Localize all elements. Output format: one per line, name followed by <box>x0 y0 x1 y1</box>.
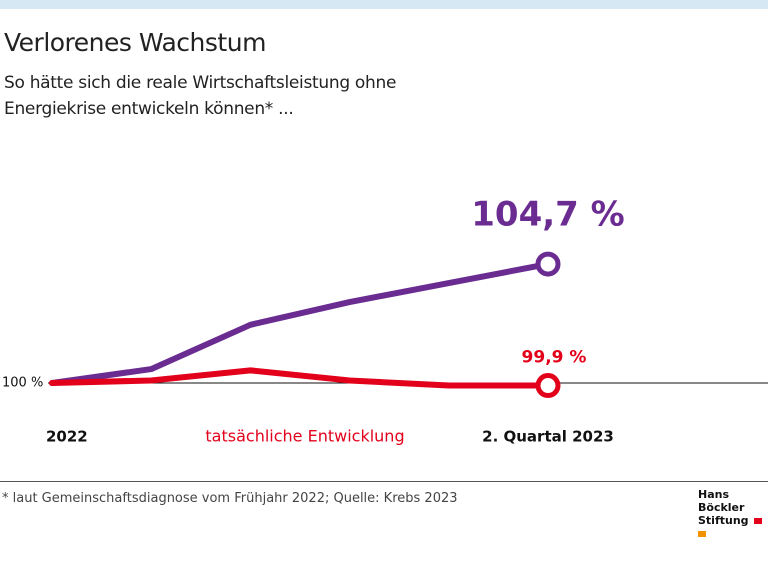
line <box>49 367 551 389</box>
logo-line: Stiftung <box>698 514 749 527</box>
logo-line: Stiftung <box>698 514 768 540</box>
x-tick-label: 2022 <box>46 428 88 446</box>
logo-block <box>698 531 706 537</box>
x-tick-label: 2. Quartal 2023 <box>482 428 614 446</box>
logo: Hans Böckler Stiftung <box>698 488 768 540</box>
top-bar <box>0 0 768 9</box>
logo-block <box>754 518 763 524</box>
footnote: * laut Gemeinschaftsdiagnose vom Frühjah… <box>2 491 458 506</box>
logo-line: Hans Böckler <box>698 488 745 514</box>
value-label: 99,9 % <box>522 348 587 368</box>
end-marker <box>535 373 561 399</box>
chart-subtitle: So hätte sich die reale Wirtschaftsleist… <box>4 73 397 119</box>
line <box>49 261 551 386</box>
y-tick-label: 100 % <box>2 376 43 391</box>
divider <box>0 481 768 482</box>
end-marker <box>535 251 561 277</box>
value-label: 104,7 % <box>471 195 624 235</box>
series-label: tatsächliche Entwicklung <box>205 427 404 446</box>
chart-title: Verlorenes Wachstum <box>4 28 266 57</box>
